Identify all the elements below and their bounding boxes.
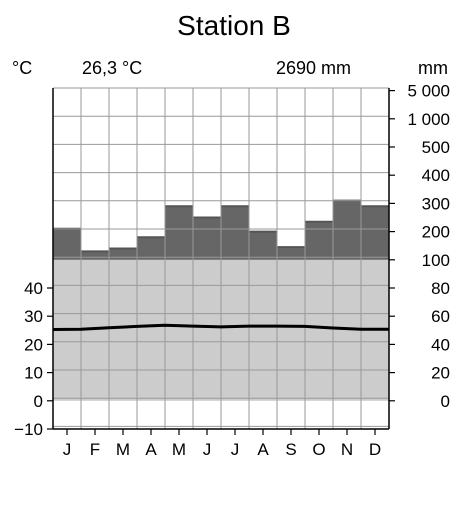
month-label: J bbox=[231, 440, 240, 459]
month-label: M bbox=[116, 440, 130, 459]
month-label: J bbox=[63, 440, 72, 459]
precipitation-bar bbox=[81, 251, 109, 260]
precipitation-bar bbox=[333, 200, 361, 260]
precipitation-bar bbox=[165, 206, 193, 260]
precipitation-unit-label: mm bbox=[418, 58, 448, 78]
precipitation-tick-label: 0 bbox=[441, 392, 450, 411]
precipitation-tick-label: 300 bbox=[422, 194, 450, 213]
annual-precipitation-label: 2690 mm bbox=[276, 58, 352, 78]
temperature-tick-label: 20 bbox=[24, 335, 43, 354]
month-label: N bbox=[341, 440, 353, 459]
temperature-line bbox=[52, 323, 389, 331]
precipitation-tick-label: 80 bbox=[431, 279, 450, 298]
precipitation-tick-label: 40 bbox=[431, 335, 450, 354]
precipitation-bar bbox=[109, 248, 137, 260]
chart-title: Station B bbox=[177, 10, 291, 41]
precipitation-tick-label: 60 bbox=[431, 307, 450, 326]
temperature-tick-label: 10 bbox=[24, 364, 43, 383]
precipitation-bar bbox=[221, 206, 249, 260]
precipitation-tick-label: 500 bbox=[422, 138, 450, 157]
temperature-tick-label: 30 bbox=[24, 307, 43, 326]
precipitation-tick-label: 400 bbox=[422, 166, 450, 185]
precipitation-tick-label: 200 bbox=[422, 223, 450, 242]
month-label: D bbox=[369, 440, 381, 459]
precipitation-bar bbox=[361, 206, 389, 260]
temperature-tick-label: −10 bbox=[14, 420, 43, 439]
precipitation-bar bbox=[249, 231, 277, 260]
month-label: M bbox=[172, 440, 186, 459]
month-label: A bbox=[145, 440, 157, 459]
precipitation-bar bbox=[193, 217, 221, 260]
mean-temperature-label: 26,3 °C bbox=[82, 58, 143, 78]
temperature-tick-label: 40 bbox=[24, 279, 43, 298]
month-label: J bbox=[203, 440, 212, 459]
precipitation-bar bbox=[277, 247, 305, 260]
temperature-unit-label: °C bbox=[12, 58, 33, 78]
precipitation-tick-label: 20 bbox=[431, 364, 450, 383]
precipitation-bar bbox=[53, 228, 81, 260]
month-label: F bbox=[90, 440, 100, 459]
precipitation-bar bbox=[137, 237, 165, 260]
month-label: A bbox=[257, 440, 269, 459]
temperature-tick-label: 0 bbox=[34, 392, 43, 411]
precipitation-tick-label: 1 000 bbox=[407, 110, 450, 129]
precipitation-tick-label: 100 bbox=[422, 251, 450, 270]
month-label: O bbox=[312, 440, 325, 459]
month-label: S bbox=[285, 440, 296, 459]
precipitation-bar bbox=[305, 221, 333, 260]
precipitation-tick-label: 5 000 bbox=[407, 82, 450, 101]
